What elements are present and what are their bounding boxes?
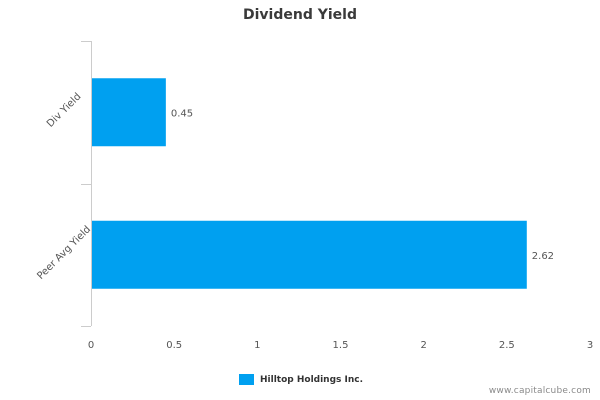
bars: [92, 78, 527, 289]
value-label: 2.62: [532, 251, 554, 262]
category-label: Peer Avg Yield: [35, 224, 93, 282]
legend-swatch: [239, 374, 254, 385]
x-tick-label: 0: [88, 340, 94, 351]
bar-div-yield[interactable]: [92, 78, 166, 147]
chart-title: Dividend Yield: [243, 7, 357, 23]
x-tick-label: 1: [254, 340, 260, 351]
x-tick-label: 3: [587, 340, 593, 351]
x-tick-label: 1.5: [333, 340, 349, 351]
bar-peer-avg-yield[interactable]: [92, 220, 527, 289]
axes: [81, 41, 92, 327]
x-tick-label: 2.5: [499, 340, 515, 351]
legend[interactable]: Hilltop Holdings Inc.: [239, 374, 363, 385]
value-label: 0.45: [171, 108, 193, 119]
credit-text[interactable]: www.capitalcube.com: [488, 386, 591, 396]
category-label: Div Yield: [45, 91, 83, 129]
x-tick-label: 2: [420, 340, 426, 351]
x-tick-label: 0.5: [166, 340, 182, 351]
legend-label: Hilltop Holdings Inc.: [260, 374, 364, 385]
